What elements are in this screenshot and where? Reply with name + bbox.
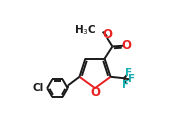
Text: Cl: Cl	[32, 83, 44, 93]
Text: F: F	[122, 80, 129, 90]
Text: O: O	[121, 39, 131, 52]
Text: H$_3$C: H$_3$C	[74, 23, 97, 37]
Text: O: O	[102, 28, 112, 41]
Text: O: O	[91, 86, 101, 99]
Text: F: F	[125, 68, 132, 78]
Text: F: F	[128, 74, 135, 84]
